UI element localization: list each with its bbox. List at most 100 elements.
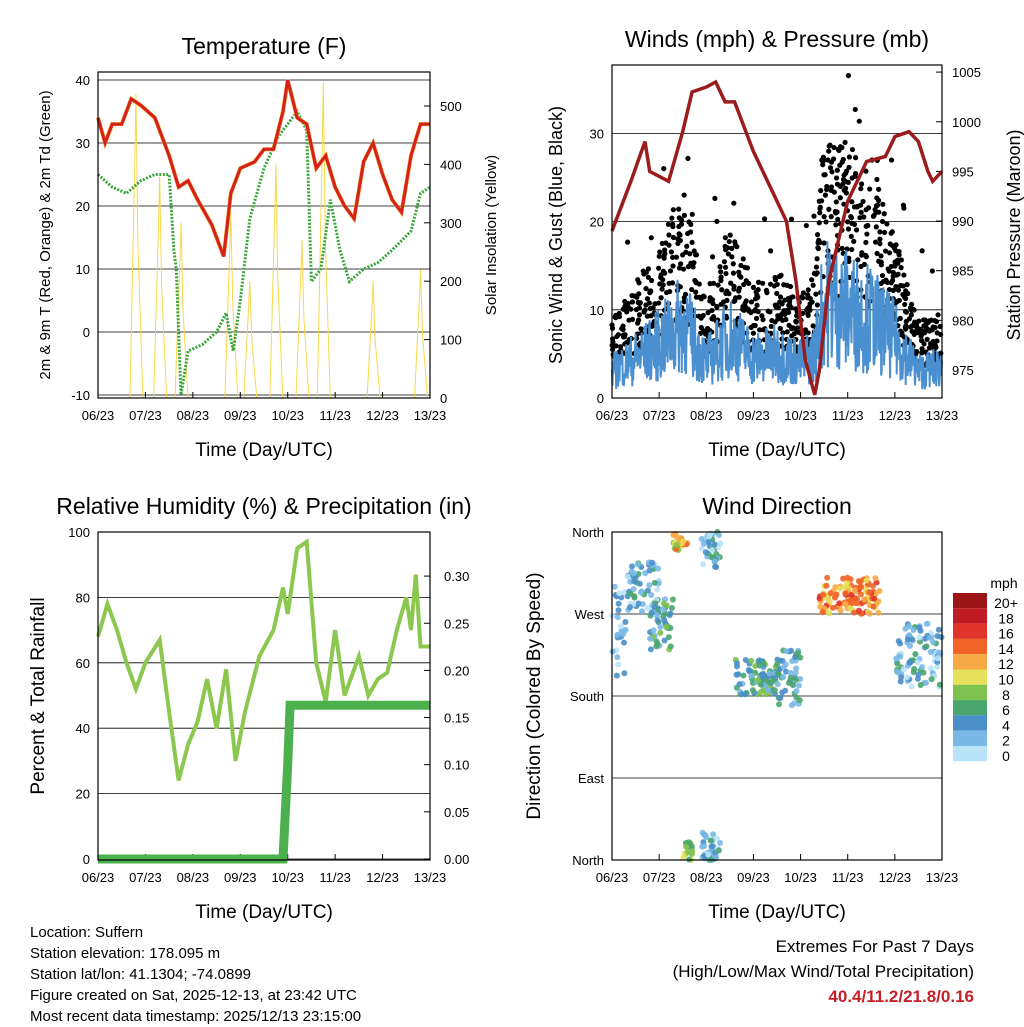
gust-point (696, 281, 702, 287)
gust-point (908, 312, 914, 318)
gust-point (780, 330, 786, 336)
legend-swatch (953, 654, 987, 670)
station-info: Location: Suffern Station elevation: 178… (30, 922, 361, 1027)
gust-point (761, 216, 768, 222)
gust-point (879, 272, 886, 279)
gust-point (657, 249, 663, 255)
direction-point (797, 654, 804, 661)
gust-point (903, 309, 909, 315)
direction-point (700, 540, 707, 547)
recent-timestamp: Most recent data timestamp: 2025/12/13 2… (30, 1008, 362, 1025)
gust-point (616, 310, 622, 317)
gust-point (644, 313, 650, 319)
gust-point (720, 299, 727, 305)
gust-point (676, 265, 683, 271)
direction-point (914, 659, 921, 666)
direction-point (713, 835, 720, 842)
gust-point (888, 280, 894, 286)
gust-point (883, 277, 889, 283)
x-axis-label: Time (Day/UTC) (708, 440, 846, 461)
gust-point (823, 219, 829, 225)
x-tick-label: 11/23 (319, 408, 351, 423)
gust-point (848, 233, 854, 239)
gust-point (751, 308, 758, 314)
gust-point (918, 333, 924, 339)
gust-point (689, 211, 695, 217)
legend-label: 4 (1002, 717, 1010, 733)
gust-point (693, 294, 699, 300)
y-tick-label: West (575, 607, 605, 622)
x-tick-label: 08/23 (177, 870, 210, 885)
y2-tick-label: 990 (952, 214, 974, 229)
gust-point (874, 176, 880, 183)
direction-point (819, 609, 826, 616)
direction-point (904, 636, 911, 643)
direction-point (836, 585, 843, 592)
gust-point (824, 183, 830, 190)
direction-point (855, 607, 862, 614)
direction-point (844, 574, 851, 581)
gust-point (681, 192, 687, 198)
gust-point (857, 202, 864, 208)
gust-point (803, 222, 809, 229)
gust-point (688, 221, 694, 227)
gust-point (676, 206, 682, 212)
gust-point (863, 254, 869, 260)
gust-point (852, 106, 858, 113)
direction-point (923, 643, 930, 650)
direction-point (699, 843, 706, 850)
legend-swatch (953, 623, 987, 639)
gust-point (877, 241, 883, 247)
gust-point (645, 274, 651, 280)
gust-point (876, 209, 882, 215)
gust-point (760, 317, 766, 323)
gust-point (806, 303, 813, 310)
gust-point (784, 307, 791, 313)
gust-point (760, 280, 766, 286)
y2-tick-label: 1000 (952, 115, 981, 130)
direction-point (657, 629, 664, 636)
legend-label: 12 (998, 656, 1014, 672)
direction-point (646, 582, 653, 589)
temperature-chart: Temperature (F) Time (Day/UTC) 06/23 07/23 0… (37, 33, 500, 461)
gust-point (811, 213, 817, 219)
plot-frame (97, 71, 431, 399)
x-tick-label: 07/23 (129, 408, 162, 423)
direction-point (698, 536, 705, 543)
gust-point (750, 284, 757, 290)
chart-title: Wind Direction (702, 493, 852, 519)
gust-point (781, 282, 787, 288)
gust-point (668, 249, 675, 255)
direction-point (628, 563, 635, 570)
gust-point (681, 212, 687, 218)
gust-point (777, 325, 783, 332)
x-tick-label: 07/23 (643, 408, 676, 423)
gust-point (746, 280, 752, 287)
gust-point (856, 118, 862, 124)
gust-point (777, 294, 784, 300)
gust-point (905, 290, 911, 297)
gust-point (764, 290, 770, 296)
y-axis-label: Direction (Colored By Speed) (524, 572, 545, 819)
gust-point (629, 316, 636, 322)
gust-point (865, 222, 871, 229)
x-tick-label: 11/23 (832, 408, 864, 423)
gust-point (828, 214, 834, 220)
gust-point (663, 240, 669, 246)
gust-point (777, 313, 784, 319)
direction-point (906, 642, 913, 649)
y-tick-label: -10 (71, 388, 90, 403)
gust-point (814, 302, 820, 308)
gust-point (814, 256, 820, 262)
x-tick-label: 12/23 (366, 408, 399, 423)
gust-point (714, 218, 720, 224)
legend-title: mph (990, 575, 1017, 591)
gust-point (877, 236, 883, 242)
gust-point (729, 245, 735, 251)
direction-point (614, 631, 621, 638)
gust-point (755, 279, 762, 285)
direction-point (844, 580, 851, 587)
y-tick-label: 0 (83, 325, 90, 340)
direction-point (823, 582, 830, 589)
gust-point (867, 186, 873, 192)
